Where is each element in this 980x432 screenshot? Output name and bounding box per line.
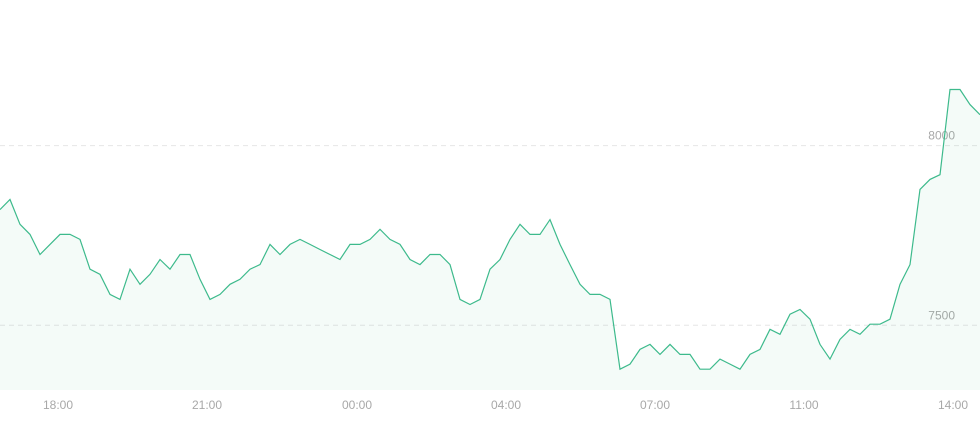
x-tick-label: 18:00 bbox=[43, 398, 73, 412]
y-tick-label: 8000 bbox=[928, 129, 955, 143]
x-tick-label: 07:00 bbox=[640, 398, 670, 412]
y-tick-label: 7500 bbox=[928, 308, 955, 322]
x-tick-label: 04:00 bbox=[491, 398, 521, 412]
x-tick-label: 21:00 bbox=[192, 398, 222, 412]
x-tick-label: 00:00 bbox=[342, 398, 372, 412]
x-tick-label: 14:00 bbox=[938, 398, 968, 412]
x-tick-label: 11:00 bbox=[789, 398, 818, 412]
area bbox=[0, 89, 980, 390]
line bbox=[0, 88, 980, 371]
